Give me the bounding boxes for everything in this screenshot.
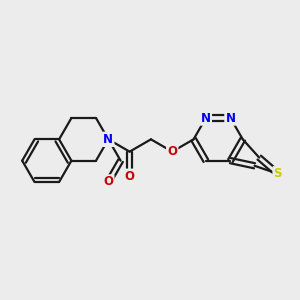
- Text: O: O: [103, 176, 113, 188]
- Text: N: N: [201, 112, 211, 124]
- Text: S: S: [274, 167, 282, 180]
- Text: O: O: [167, 145, 177, 158]
- Text: O: O: [124, 170, 135, 183]
- Text: N: N: [226, 112, 236, 124]
- Text: N: N: [103, 133, 113, 146]
